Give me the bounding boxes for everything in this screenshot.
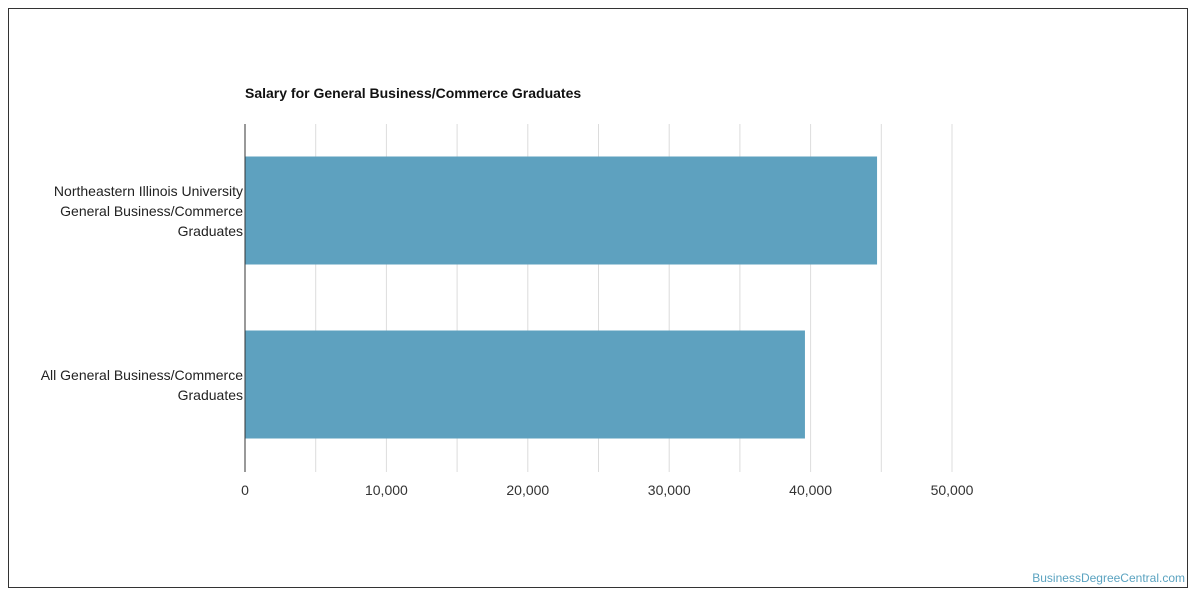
watermark-link[interactable]: BusinessDegreeCentral.com — [1032, 571, 1185, 585]
chart-title: Salary for General Business/Commerce Gra… — [245, 85, 582, 101]
category-label: Graduates — [178, 223, 243, 239]
x-tick-label: 0 — [241, 482, 249, 498]
x-tick-label: 10,000 — [365, 482, 408, 498]
category-label: All General Business/Commerce — [41, 367, 244, 383]
x-tick-label: 30,000 — [648, 482, 691, 498]
x-tick-label: 40,000 — [789, 482, 832, 498]
x-tick-label: 20,000 — [506, 482, 549, 498]
category-label: General Business/Commerce — [60, 203, 243, 219]
bar-1 — [245, 156, 878, 265]
bar-2 — [245, 330, 805, 439]
x-tick-label: 50,000 — [931, 482, 974, 498]
category-label: Northeastern Illinois University — [54, 183, 243, 199]
category-label: Graduates — [178, 387, 243, 403]
